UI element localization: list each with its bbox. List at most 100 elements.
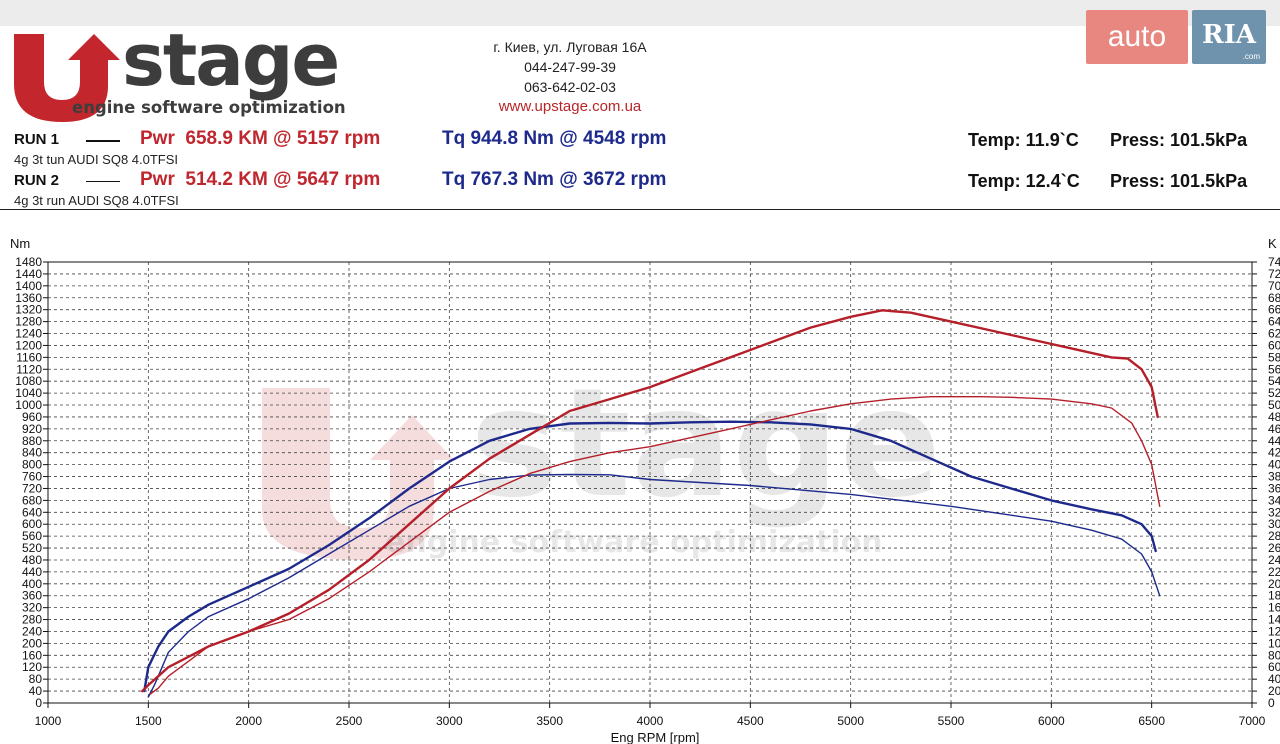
y-tick-label: 600 — [22, 517, 42, 531]
y-tick-label: 1080 — [15, 374, 42, 388]
contact-block: г. Киев, ул. Луговая 16А 044-247-99-39 0… — [470, 38, 670, 118]
y-tick-label: 1400 — [15, 279, 42, 293]
y2-tick-label: 300 — [1268, 517, 1280, 531]
run-line-swatch — [86, 181, 120, 182]
y2-tick-label: 400 — [1268, 458, 1280, 472]
y-tick-label: 480 — [22, 553, 42, 567]
badge-com-text: .com — [1242, 52, 1260, 61]
autoria-badge[interactable]: auto RIA .com — [1086, 10, 1266, 66]
y-tick-label: 1240 — [15, 327, 42, 341]
y-tick-label: 320 — [22, 601, 42, 615]
logo-u-arrow-icon — [14, 34, 120, 122]
y2-tick-label: 20 — [1268, 684, 1280, 698]
y-tick-label: 1120 — [16, 362, 42, 376]
y2-tick-label: 100 — [1268, 636, 1280, 650]
series-line-run-1-pwr — [141, 309, 1159, 693]
logo-tagline: engine software optimization — [72, 98, 346, 117]
upstage-logo: stage engine software optimization — [6, 18, 416, 125]
y2-tick-label: 120 — [1268, 624, 1280, 638]
run-row: RUN 1 Pwr 658.9 KM @ 5157 rpm Tq 944.8 N… — [0, 128, 1280, 168]
x-tick-label: 6500 — [1138, 714, 1165, 728]
y-tick-label: 560 — [22, 529, 42, 543]
x-tick-label: 3000 — [436, 714, 463, 728]
badge-ria-text: RIA — [1202, 20, 1256, 50]
y-tick-label: 440 — [22, 565, 42, 579]
y2-tick-label: 220 — [1268, 565, 1280, 579]
run-line-swatch — [86, 140, 120, 142]
website-link[interactable]: www.upstage.com.ua — [498, 98, 642, 115]
y-tick-label: 1160 — [16, 350, 42, 364]
y2-tick-label: 200 — [1268, 577, 1280, 591]
series-line-run-2-tq — [147, 473, 1161, 698]
y2-tick-label: 640 — [1268, 315, 1280, 329]
x-tick-label: 5500 — [938, 714, 965, 728]
y-tick-label: 360 — [22, 589, 42, 603]
y2-tick-label: 140 — [1268, 613, 1280, 627]
y-tick-label: 400 — [22, 577, 42, 591]
y2-tick-label: 600 — [1268, 338, 1280, 352]
badge-ria-box: RIA .com — [1192, 10, 1266, 64]
chart-series — [141, 309, 1161, 698]
phone-2: 063-642-02-03 — [524, 79, 616, 95]
y-tick-label: 40 — [29, 684, 43, 698]
y-tick-label: 1320 — [15, 303, 42, 317]
run-row: RUN 2 Pwr 514.2 KM @ 5647 rpm Tq 767.3 N… — [0, 169, 1280, 209]
y-tick-label: 120 — [22, 660, 42, 674]
y2-tick-label: 540 — [1268, 374, 1280, 388]
y-tick-label: 1040 — [15, 386, 42, 400]
x-tick-label: 7000 — [1239, 714, 1266, 728]
y2-tick-label: 160 — [1268, 601, 1280, 615]
y2-tick-label: 240 — [1268, 553, 1280, 567]
y-tick-label: 200 — [22, 636, 42, 650]
address-text: г. Киев, ул. Луговая 16А — [493, 39, 647, 55]
run-power: Pwr 514.2 KM @ 5647 rpm — [140, 169, 381, 190]
y2-tick-label: 340 — [1268, 493, 1280, 507]
y2-tick-label: 440 — [1268, 434, 1280, 448]
y2-tick-label: 360 — [1268, 481, 1280, 495]
y2-tick-label: 0 — [1268, 696, 1275, 710]
y-tick-label: 680 — [22, 493, 42, 507]
run-description: 4g 3t tun AUDI SQ8 4.0TFSI — [14, 152, 179, 167]
top-bar — [0, 0, 1280, 26]
x-tick-label: 4500 — [737, 714, 764, 728]
y-tick-label: 720 — [22, 481, 42, 495]
y-tick-label: 160 — [22, 648, 42, 662]
y2-tick-label: 740 — [1268, 255, 1280, 269]
y2-tick-label: 720 — [1268, 267, 1280, 281]
run-press: Press: 101.5kPa — [1110, 130, 1248, 150]
dyno-chart: stage engine software optimization 04080… — [10, 236, 1280, 744]
x-axis-title: Eng RPM [rpm] — [611, 730, 700, 744]
y2-tick-label: 180 — [1268, 589, 1280, 603]
y-axis-title: Nm — [10, 236, 30, 251]
y2-tick-label: 660 — [1268, 303, 1280, 317]
series-line-run-1-tq — [143, 420, 1157, 693]
x-tick-label: 6000 — [1038, 714, 1065, 728]
series-line-run-2-pwr — [149, 395, 1161, 695]
y-tick-label: 960 — [22, 410, 42, 424]
y2-tick-label: 680 — [1268, 291, 1280, 305]
y-tick-label: 920 — [22, 422, 42, 436]
chart-grid — [48, 261, 1252, 703]
run-torque: Tq 767.3 Nm @ 3672 rpm — [442, 169, 667, 190]
y2-tick-label: 280 — [1268, 529, 1280, 543]
y-tick-label: 1280 — [15, 315, 42, 329]
run-label: RUN 2 — [14, 172, 60, 189]
y2-tick-label: 560 — [1268, 362, 1280, 376]
y2-tick-label: 700 — [1268, 279, 1280, 293]
run-label: RUN 1 — [14, 131, 60, 148]
y2-axis-title: K — [1268, 236, 1277, 251]
run-description: 4g 3t run AUDI SQ8 4.0TFSI — [14, 193, 179, 208]
header-separator — [0, 209, 1280, 210]
y2-tick-label: 420 — [1268, 446, 1280, 460]
watermark-tagline: engine software optimization — [385, 525, 883, 560]
y-tick-label: 520 — [22, 541, 42, 555]
x-tick-label: 1500 — [135, 714, 162, 728]
y2-tick-label: 260 — [1268, 541, 1280, 555]
y2-tick-label: 460 — [1268, 422, 1280, 436]
run-torque: Tq 944.8 Nm @ 4548 rpm — [442, 128, 667, 149]
y-tick-label: 1000 — [15, 398, 42, 412]
y-tick-label: 0 — [35, 696, 42, 710]
watermark-text: stage — [470, 357, 941, 531]
runs-summary: RUN 1 Pwr 658.9 KM @ 5157 rpm Tq 944.8 N… — [0, 128, 1280, 212]
y-tick-label: 880 — [22, 434, 42, 448]
